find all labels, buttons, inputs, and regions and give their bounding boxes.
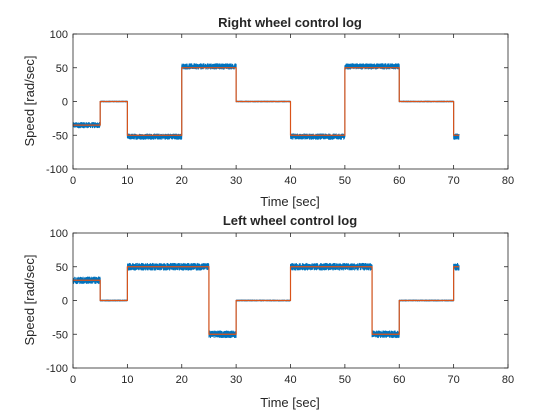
series-line-1 [73,67,460,136]
chart-title: Right wheel control log [218,15,362,30]
x-tick-label: 60 [393,175,405,187]
x-tick-label: 10 [121,374,133,386]
x-tick-label: 40 [284,175,296,187]
x-tick-label: 10 [121,175,133,187]
y-tick-label: -100 [46,164,68,176]
x-tick-label: 20 [176,374,188,386]
x-tick-label: 0 [70,175,76,187]
x-axis-label: Time [sec] [260,395,319,410]
x-tick-label: 20 [176,175,188,187]
y-tick-label: 0 [62,97,68,109]
x-tick-label: 60 [393,374,405,386]
y-tick-label: 50 [56,262,68,274]
y-tick-label: 0 [62,296,68,308]
x-tick-label: 0 [70,374,76,386]
y-tick-label: -50 [52,329,68,341]
y-tick-label: 50 [56,63,68,75]
y-tick-label: 100 [50,29,68,41]
x-tick-label: 80 [502,374,514,386]
y-axis-label: Speed [rad/sec] [22,254,37,345]
y-tick-label: -100 [46,363,68,375]
plot-area: 0 10 20 30 40 50 60 70 80 -100 -50 0 50 100 [46,228,514,386]
y-tick-label: 100 [50,228,68,240]
y-tick-label: -50 [52,130,68,142]
x-tick-label: 70 [448,374,460,386]
chart-title: Left wheel control log [223,213,357,228]
chart-left-wheel: Left wheel control log 0 10 20 30 40 50 60 70 80… [22,213,514,410]
y-axis-label: Speed [rad/sec] [22,55,37,146]
x-tick-label: 40 [284,374,296,386]
x-axis-label: Time [sec] [260,194,319,209]
series-line-1 [73,266,460,335]
chart-right-wheel: Right wheel control log 0 10 20 30 40 50 60 70 8… [22,15,514,209]
x-tick-label: 30 [230,374,242,386]
x-tick-label: 50 [339,175,351,187]
plot-area: 0 10 20 30 40 50 60 70 80 -100 -50 0 50 100 [46,29,514,187]
x-tick-label: 80 [502,175,514,187]
x-tick-label: 30 [230,175,242,187]
x-tick-label: 50 [339,374,351,386]
x-tick-label: 70 [448,175,460,187]
